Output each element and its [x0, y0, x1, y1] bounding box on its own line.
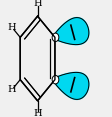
Text: H: H	[8, 85, 16, 94]
Text: H: H	[8, 23, 16, 32]
Ellipse shape	[52, 33, 58, 42]
Polygon shape	[53, 18, 88, 45]
Text: H: H	[33, 0, 42, 8]
Polygon shape	[53, 72, 88, 99]
Text: H: H	[33, 109, 42, 117]
Ellipse shape	[52, 75, 58, 84]
